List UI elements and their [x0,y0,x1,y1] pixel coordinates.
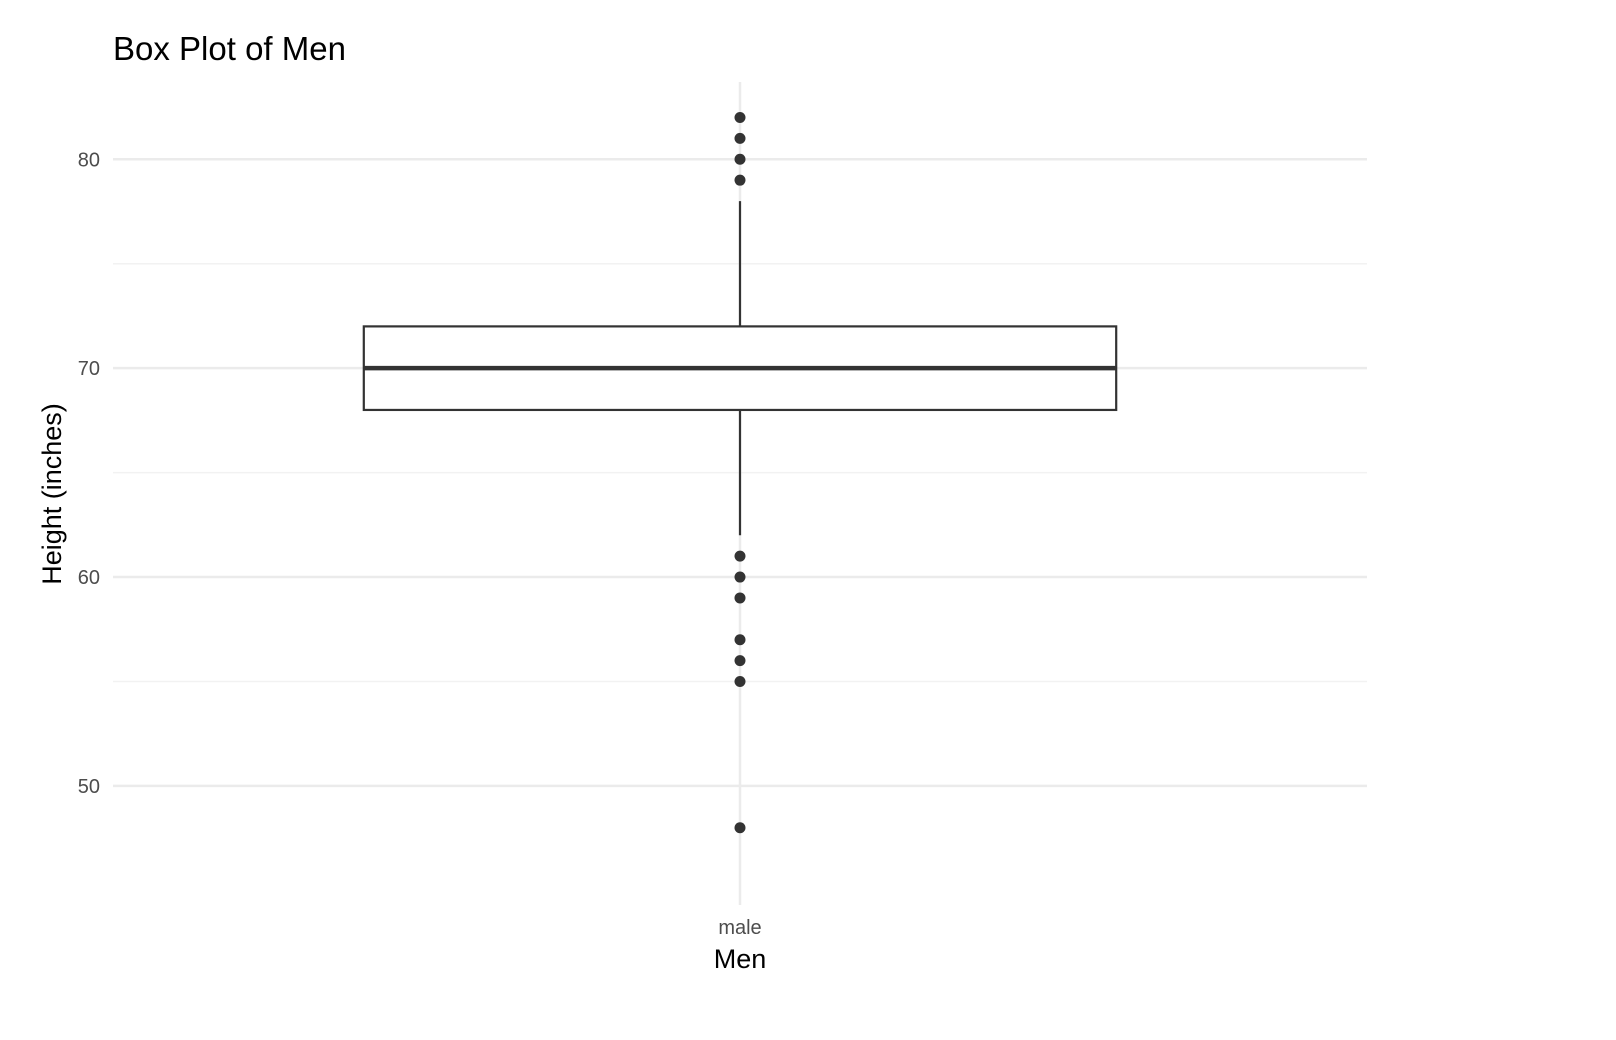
y-tick-label: 60 [78,567,100,589]
outlier-point [734,550,746,562]
outlier-point [734,655,746,667]
outlier-point [734,112,746,124]
y-tick-label: 70 [78,358,100,380]
outlier-point [734,592,746,604]
outlier-point [734,571,746,583]
outlier-point [734,153,746,165]
y-axis-title: Height (inches) [37,403,67,585]
y-tick-label: 50 [78,776,100,798]
outlier-point [734,132,746,144]
outlier-point [734,174,746,186]
outlier-point [734,822,746,834]
x-tick-label: male [718,917,761,939]
chart-title: Box Plot of Men [113,30,346,67]
y-tick-label: 80 [78,149,100,171]
outlier-point [734,675,746,687]
x-axis-title: Men [714,944,767,974]
plot-layer [362,112,1118,834]
outlier-point [734,634,746,646]
ticks-layer: 50 60 70 80 male [78,149,762,939]
